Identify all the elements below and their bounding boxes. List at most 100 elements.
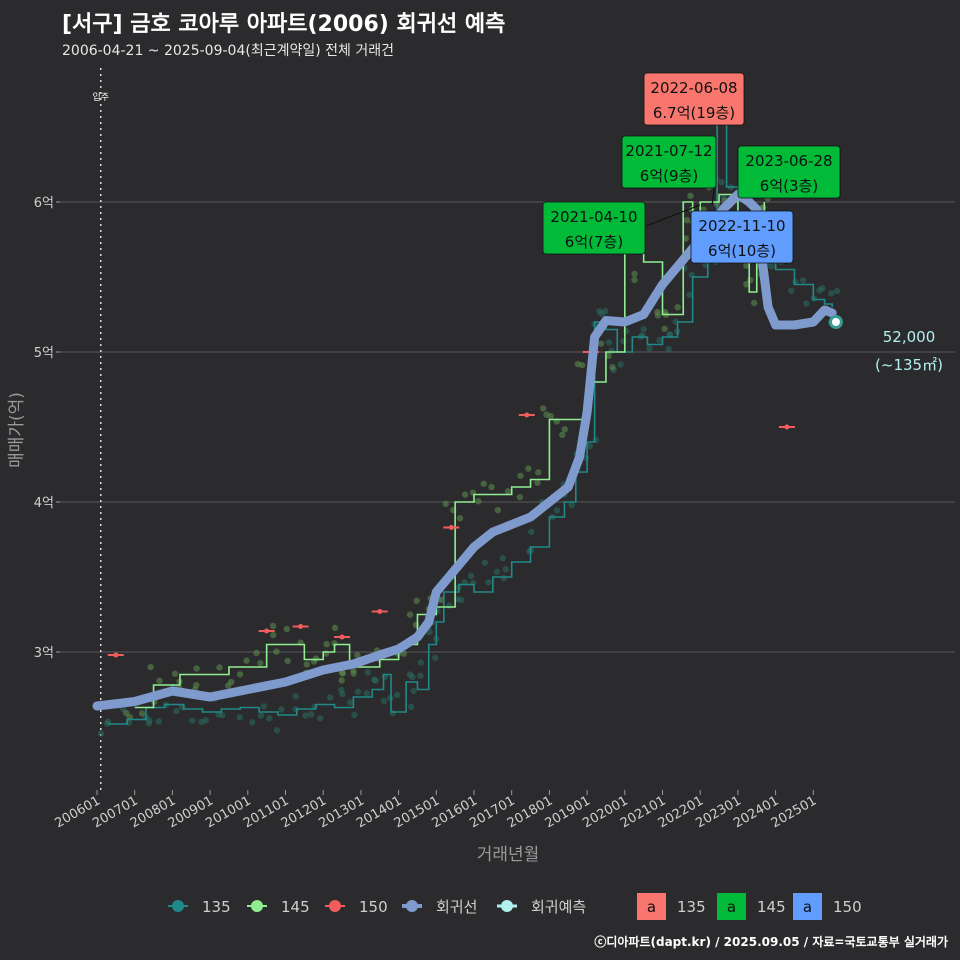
y-tick-label: 4억 bbox=[34, 496, 54, 511]
scatter-point bbox=[539, 405, 547, 412]
scatter-point bbox=[602, 307, 609, 315]
annotation-price: 6억(9층) bbox=[640, 167, 698, 185]
legend-box-glyph: a bbox=[803, 898, 812, 916]
annotation-leader bbox=[645, 204, 701, 227]
scatter-point bbox=[631, 276, 638, 284]
scatter-point bbox=[665, 345, 672, 353]
series-150-point bbox=[264, 628, 270, 634]
scatter-point bbox=[354, 651, 361, 659]
scatter-point bbox=[339, 670, 347, 677]
scatter-point bbox=[253, 649, 260, 657]
legend-box-label: 150 bbox=[833, 898, 862, 916]
scatter-point bbox=[326, 694, 334, 701]
scatter-point bbox=[534, 479, 541, 486]
scatter-point bbox=[747, 276, 754, 284]
scatter-point bbox=[284, 657, 291, 665]
series-150-point bbox=[524, 412, 530, 418]
scatter-point bbox=[346, 699, 354, 706]
annotation-date: 2022-06-08 bbox=[650, 79, 737, 97]
annotation-price: 6억(10층) bbox=[708, 242, 776, 260]
annotation-date: 2023-06-28 bbox=[745, 152, 832, 170]
scatter-point bbox=[609, 364, 616, 371]
scatter-point bbox=[270, 631, 277, 639]
scatter-point bbox=[339, 690, 346, 698]
scatter-point bbox=[410, 687, 417, 695]
scatter-point bbox=[278, 706, 285, 713]
scatter-point bbox=[400, 650, 408, 657]
legend-box-label: 135 bbox=[677, 898, 706, 916]
series-150-point bbox=[377, 609, 383, 614]
scatter-point bbox=[502, 566, 509, 573]
scatter-point bbox=[682, 235, 689, 242]
series-150-point bbox=[113, 652, 119, 658]
scatter-point bbox=[656, 336, 663, 344]
scatter-point bbox=[750, 299, 758, 307]
scatter-point bbox=[146, 717, 153, 724]
legend-box-label: 145 bbox=[757, 898, 786, 916]
scatter-point bbox=[292, 693, 299, 700]
legend-dot-key bbox=[329, 900, 341, 912]
scatter-point bbox=[269, 622, 277, 630]
legend-dot-key bbox=[406, 900, 418, 912]
annotation-date: 2021-04-10 bbox=[550, 208, 637, 226]
regression-line bbox=[92, 190, 837, 711]
legend-box-key bbox=[717, 893, 746, 920]
legend-line-label: 회귀예측 bbox=[531, 898, 586, 916]
scatter-point bbox=[481, 559, 489, 566]
annotation-box bbox=[542, 201, 646, 255]
scatter-point bbox=[494, 506, 502, 514]
series-150-point bbox=[784, 424, 790, 430]
scatter-point bbox=[617, 361, 624, 368]
annotation-price: 6.7억(19층) bbox=[653, 104, 735, 122]
scatter-point bbox=[417, 672, 424, 679]
legend-dot-key bbox=[251, 900, 263, 912]
scatter-point bbox=[338, 677, 345, 684]
legend: 135 145 150 회귀선 회귀예측 a 135 a 145 a 150 bbox=[168, 893, 862, 920]
scatter-point bbox=[517, 472, 524, 479]
legend-box-glyph: a bbox=[727, 898, 736, 916]
scatter-point bbox=[768, 263, 775, 270]
scatter-point bbox=[500, 574, 508, 582]
scatter-point bbox=[803, 300, 810, 307]
footer-credit: ⓒ디아파트(dapt.kr) / 2025.09.05 / 자료=국토교통부 실… bbox=[594, 935, 948, 949]
scatter-point bbox=[380, 697, 388, 705]
annotation-date: 2021-07-12 bbox=[625, 142, 712, 160]
scatter-point bbox=[283, 625, 291, 633]
prediction-point bbox=[828, 315, 843, 329]
scatter-point bbox=[586, 442, 594, 450]
scatter-point bbox=[568, 501, 575, 509]
scatter-point bbox=[266, 715, 273, 722]
scatter-point bbox=[475, 498, 482, 505]
scatter-point bbox=[171, 670, 179, 677]
series-150-point bbox=[448, 525, 454, 530]
series-135-line bbox=[108, 96, 833, 725]
scatter-point bbox=[559, 431, 566, 439]
scatter-point bbox=[516, 493, 524, 501]
annotation-box bbox=[690, 210, 794, 264]
scatter-point bbox=[393, 691, 401, 699]
scatter-point bbox=[317, 715, 324, 722]
scatter-point bbox=[364, 669, 372, 676]
scatter-point bbox=[228, 678, 235, 686]
legend-line-label: 135 bbox=[202, 898, 231, 916]
scatter-point bbox=[480, 480, 487, 487]
scatter-point bbox=[215, 711, 222, 718]
legend-box-key bbox=[793, 893, 822, 920]
scatter-point bbox=[646, 345, 653, 352]
scatter-point bbox=[579, 361, 586, 369]
series-150-point bbox=[339, 634, 345, 640]
x-axis-title: 거래년월 bbox=[477, 845, 540, 865]
scatter-point bbox=[363, 690, 371, 697]
legend-box-key bbox=[637, 893, 666, 920]
y-tick-label: 3억 bbox=[34, 646, 54, 661]
scatter-point bbox=[605, 339, 613, 346]
scatter-point bbox=[123, 709, 130, 717]
scatter-point bbox=[456, 515, 464, 522]
scatter-point bbox=[173, 707, 180, 715]
annotation-box bbox=[621, 135, 717, 189]
scatter-point bbox=[488, 483, 495, 491]
scatter-point bbox=[257, 712, 265, 719]
scatter-point bbox=[674, 304, 681, 311]
scatter-point bbox=[620, 337, 627, 345]
